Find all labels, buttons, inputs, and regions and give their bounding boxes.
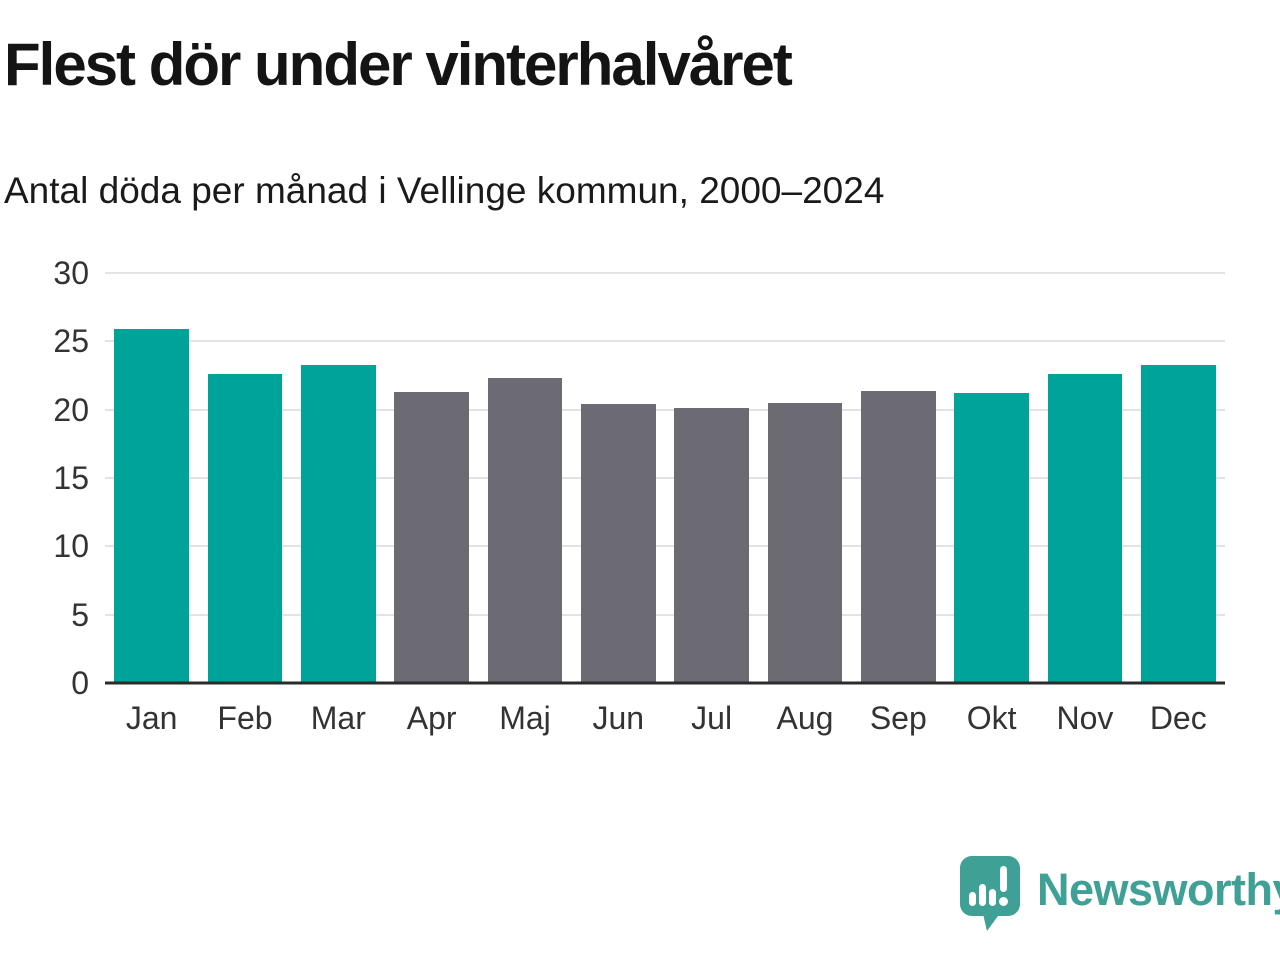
y-tick-label: 15: [53, 460, 89, 496]
bar-apr: [394, 391, 469, 683]
bar-slot: [572, 273, 665, 683]
x-tick-label: Aug: [776, 700, 834, 736]
gridline: [105, 613, 1225, 616]
bar-jul: [674, 408, 749, 683]
x-tick-label: Okt: [966, 700, 1017, 736]
x-tick-label: Dec: [1149, 700, 1207, 736]
x-tick-label: Sep: [869, 700, 927, 736]
x-tick-label: Feb: [217, 700, 273, 736]
newsworthy-bubble-chart-icon: [960, 856, 1020, 931]
bar-slot: [385, 273, 478, 683]
bar-dec: [1140, 364, 1216, 683]
plot-area: 0 5 10 15 20 25 30: [53, 257, 1225, 699]
y-tick-label: 5: [71, 596, 89, 633]
bar-slot: [1132, 273, 1225, 683]
x-tick-label: Mar: [310, 700, 366, 736]
newsworthy-logo: Newsworthy: [958, 854, 1280, 934]
bar-aug: [767, 402, 843, 683]
gridline: [105, 545, 1225, 548]
bar-slot: [105, 273, 198, 683]
bar-maj: [487, 378, 563, 683]
bar-slot: [945, 273, 1038, 683]
gridline: [105, 340, 1225, 343]
y-tick-label: 10: [53, 528, 89, 565]
x-tick-label: Apr: [406, 700, 457, 736]
y-tick-label: 30: [53, 255, 89, 291]
x-axis-line: [105, 681, 1225, 685]
bar-slot: [478, 273, 571, 683]
bar-jun: [580, 404, 656, 683]
gridline: [105, 408, 1225, 411]
x-tick-label: Jan: [125, 700, 178, 736]
x-tick-label: Nov: [1056, 700, 1114, 736]
bar-series: [105, 273, 1225, 683]
y-tick-label: 0: [71, 665, 89, 701]
bar-sep: [860, 390, 936, 683]
chart-title: Flest dör under vinterhalvåret: [4, 31, 793, 98]
x-tick-label: Jun: [592, 700, 645, 736]
bar-feb: [207, 374, 283, 683]
bar-slot: [198, 273, 291, 683]
y-tick-label: 20: [53, 391, 89, 428]
x-axis-labels: Jan Feb Mar Apr Maj Jun Jul Aug Sep Okt Nov Dec: [105, 700, 1225, 737]
bar-slot: [758, 273, 851, 683]
x-tick-label: Maj: [499, 700, 551, 736]
gridline: [105, 272, 1225, 274]
chart-subtitle: Antal döda per månad i Vellinge kommun, …: [4, 170, 885, 211]
bar-slot: [292, 273, 385, 683]
bar-slot: [665, 273, 758, 683]
x-tick-label: Jul: [691, 700, 733, 736]
y-tick-label: 25: [53, 323, 89, 360]
bar-slot: [1038, 273, 1131, 683]
bar-slot: [852, 273, 945, 683]
gridline: [105, 477, 1225, 479]
newsworthy-wordmark: Newsworthy: [1037, 863, 1280, 915]
bar-nov: [1047, 374, 1123, 683]
bar-mar: [300, 364, 376, 683]
bar-jan: [114, 329, 189, 683]
bar-okt: [954, 393, 1029, 683]
